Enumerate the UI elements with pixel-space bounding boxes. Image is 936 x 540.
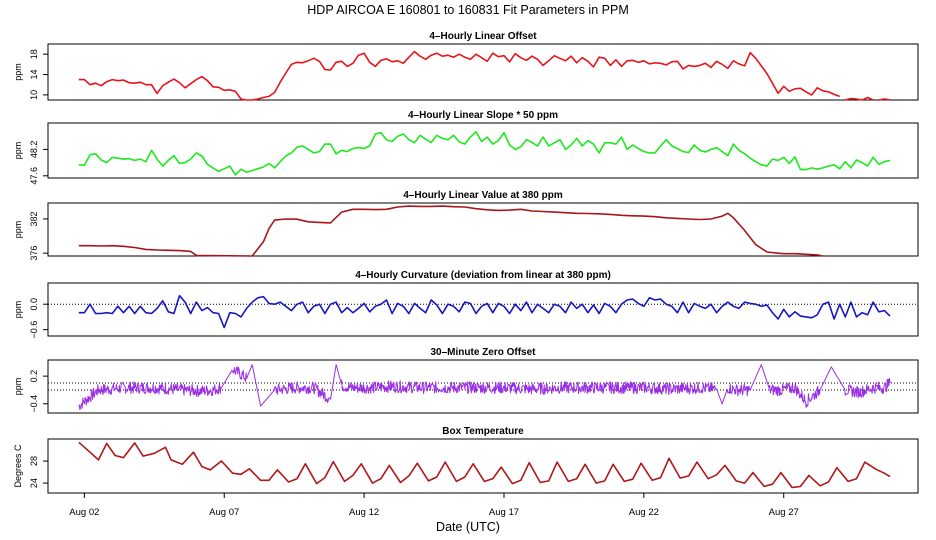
y-tick-label: 28 — [29, 456, 39, 466]
series-line — [78, 50, 891, 101]
x-axis: Aug 02 Aug 07 Aug 12 Aug 17 Aug 22 Aug 27 — [69, 493, 799, 518]
series-line — [78, 441, 891, 489]
panel-curvature: 4–Hourly Curvature (deviation from linea… — [13, 270, 919, 339]
y-tick-label: 14 — [29, 70, 39, 80]
x-tick-label: Aug 22 — [629, 507, 659, 518]
panel-title: 4–Hourly Curvature (deviation from linea… — [355, 270, 611, 281]
panel-frame — [47, 438, 919, 494]
x-tick-label: Aug 17 — [489, 507, 519, 518]
x-tick-label: Aug 07 — [209, 507, 239, 518]
y-axis-label: ppm — [13, 301, 23, 319]
x-tick-label: Aug 12 — [349, 507, 379, 518]
y-tick-label: −0.6 — [29, 321, 39, 339]
y-tick-label: 0.0 — [29, 298, 39, 311]
series-line — [78, 205, 824, 257]
y-axis-label: ppm — [13, 221, 23, 239]
series-line — [78, 364, 891, 411]
y-tick-label: 10 — [29, 90, 39, 100]
x-tick-label: Aug 27 — [769, 507, 799, 518]
y-tick-label: 0.2 — [29, 370, 39, 383]
chart-panels: 4–Hourly Linear Offsetppm1014184–Hourly … — [13, 31, 919, 494]
y-axis-label: ppm — [13, 378, 23, 396]
panel-offset: 4–Hourly Linear Offset ppm 10 14 18 — [13, 31, 919, 101]
series-line — [78, 131, 891, 176]
panel-title: 4–Hourly Linear Slope * 50 ppm — [408, 110, 558, 121]
y-tick-label: 376 — [29, 246, 39, 261]
y-tick-label: −0.4 — [29, 395, 39, 413]
y-axis-label: ppm — [13, 63, 23, 81]
panel-zero: 30–Minute Zero Offset ppm −0.4 0.2 — [13, 347, 919, 414]
panel-frame — [47, 282, 919, 337]
x-tick-label: Aug 02 — [69, 507, 99, 518]
panel-title: 4–Hourly Linear Offset — [429, 31, 537, 42]
panel-temperature: Box Temperature Degrees C 24 28 — [13, 426, 919, 494]
panel-frame — [47, 359, 919, 414]
y-axis-label: ppm — [13, 142, 23, 160]
panel-value: 4–Hourly Linear Value at 380 ppm ppm 376 38… — [13, 190, 919, 261]
x-axis-label: Date (UTC) — [436, 520, 500, 534]
y-tick-label: 47.6 — [29, 167, 39, 185]
panel-title: 30–Minute Zero Offset — [430, 347, 536, 358]
panel-title: 4–Hourly Linear Value at 380 ppm — [403, 190, 563, 201]
y-tick-label: 48.2 — [29, 141, 39, 159]
panel-slope: 4–Hourly Linear Slope * 50 ppm ppm 47.6 48.… — [13, 110, 919, 185]
y-tick-label: 382 — [29, 211, 39, 226]
y-axis-label: Degrees C — [13, 444, 23, 488]
figure-title: HDP AIRCOA E 160801 to 160831 Fit Parame… — [307, 3, 628, 17]
y-tick-label: 18 — [29, 49, 39, 59]
panel-title: Box Temperature — [442, 426, 524, 437]
panel-frame — [47, 122, 919, 179]
panel-frame — [47, 43, 919, 101]
series-line — [78, 294, 891, 329]
y-tick-label: 24 — [29, 478, 39, 488]
panel-frame — [47, 202, 919, 257]
